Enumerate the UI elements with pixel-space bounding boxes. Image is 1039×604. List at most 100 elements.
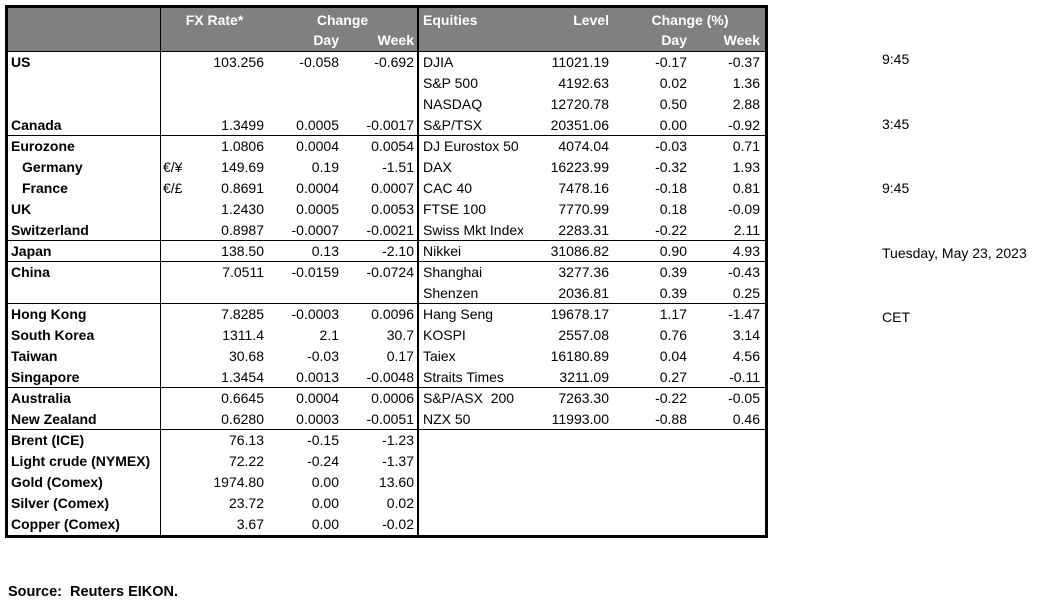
header-fx-rate: FX Rate* [185,12,244,28]
equity-level-value: 16223.99 [550,159,609,175]
fx-rate-value: 7.0511 [222,264,264,280]
fx-day-change-value [268,73,343,94]
equity-level-value: 19678.17 [550,306,609,322]
currency-pair-label [161,262,191,283]
fx-rate-value: 0.6645 [221,390,264,406]
region-label [8,283,161,303]
equity-level-value: 2557.08 [558,327,609,343]
fx-week-change-value: 0.0053 [343,199,419,220]
fx-day-change-value: -0.0003 [291,306,339,322]
equity-index-label: DJIA [423,54,454,70]
equity-level-value [523,430,615,451]
region-label: UK [8,199,161,220]
currency-pair-label [161,52,191,73]
fx-rate-value: 7.8285 [221,306,264,322]
currency-pair-label [161,73,191,94]
fx-rate-value: 1.0806 [221,138,264,154]
equity-level-value [523,493,615,514]
fx-day-change-value: 2.1 [319,327,339,343]
fx-day-change-value: 0.0004 [296,138,339,154]
table-body: US 103.256 -0.058 -0.692 DJIA 11021.19 -… [8,52,765,535]
fx-rate-value: 0.6280 [221,411,264,427]
equity-day-change-value [615,451,693,472]
fx-rate-value: 1974.80 [213,474,264,490]
equity-index-label: S&P/TSX [423,117,483,133]
equity-week-change-value: 0.71 [732,138,760,154]
fx-week-change-value: 0.0006 [343,388,419,409]
equity-index-label [419,451,523,472]
header-region-blank2 [8,31,161,51]
table-row: Singapore 1.3454 0.0013 -0.0048 Straits … [8,367,765,388]
equity-index-label: NASDAQ [423,96,483,112]
timezone-label: CET [882,309,910,325]
equity-week-change-value: 3.14 [732,327,760,343]
currency-pair-label: €/¥ [163,159,183,175]
equity-day-change-value: 0.90 [659,243,687,259]
fx-week-change-value: 0.0007 [343,178,419,199]
equity-day-change-value [615,472,693,493]
currency-pair-label: €/£ [163,180,183,196]
table-row: Copper (Comex) 3.67 0.00 -0.02 [8,514,765,535]
equity-index-label: Straits Times [423,369,504,385]
fx-week-change-value: 13.60 [343,472,419,493]
equity-day-change-value: -0.22 [655,222,687,238]
fx-day-change-value: -0.058 [299,54,339,70]
region-label: Copper (Comex) [8,514,161,535]
region-label: US [8,52,161,73]
table-row: France €/£ 0.8691 0.0004 0.0007 CAC 40 7… [8,178,765,199]
table-row: Australia 0.6645 0.0004 0.0006 S&P/ASX 2… [8,388,765,409]
table-row: Hong Kong 7.8285 -0.0003 0.0096 Hang Sen… [8,304,765,325]
equity-day-change-value: -0.18 [655,180,687,196]
fx-rate-value: 1.2430 [221,201,264,217]
fx-day-change-value: -0.0007 [291,222,339,238]
table-row: Light crude (NYMEX) 72.22 -0.24 -1.37 [8,451,765,472]
equity-week-change-value: -0.43 [728,264,760,280]
equity-day-change-value: -0.17 [655,54,687,70]
equity-day-change-value: -0.88 [655,411,687,427]
fx-week-change-value: -0.0724 [343,262,419,283]
equity-day-change-value: -0.22 [655,390,687,406]
equity-index-label [419,472,523,493]
currency-pair-label [161,409,191,429]
fx-day-change-value: 0.0005 [296,117,339,133]
fx-week-change-value: 0.17 [343,346,419,367]
equity-level-value: 2283.31 [558,222,609,238]
fx-week-change-value: -1.23 [343,430,419,451]
table-row: Shenzen 2036.81 0.39 0.25 [8,283,765,304]
timestamp-line-1: 9:45 [882,51,910,67]
equity-week-change-value: 0.46 [732,411,760,427]
equity-day-change-value: 0.39 [659,285,687,301]
equity-index-label: Shanghai [423,264,483,280]
currency-pair-label [161,199,191,220]
table-row: Silver (Comex) 23.72 0.00 0.02 [8,493,765,514]
fx-rate-value: 72.22 [228,453,264,469]
equity-week-change-value [693,430,765,451]
fx-week-change-value: -0.0051 [343,409,419,429]
header-region-blank [8,8,161,31]
equity-day-change-value: -0.32 [655,159,687,175]
equity-index-label: FTSE 100 [423,201,487,217]
equity-day-change-value: 1.17 [659,306,687,322]
header-equities: Equities [423,12,478,28]
equity-day-change-value [615,430,693,451]
fx-week-change-value [343,94,419,115]
fx-rate-value: 138.50 [221,243,264,259]
equity-index-label: CAC 40 [423,180,473,196]
region-label: France [8,178,161,199]
table-row: NASDAQ 12720.78 0.50 2.88 [8,94,765,115]
equity-week-change-value: 1.93 [732,159,760,175]
fx-week-change-value: -0.0021 [343,220,419,240]
fx-rate-value: 1.3499 [221,117,264,133]
currency-pair-label [161,241,191,261]
equity-day-change-value [615,514,693,535]
fx-rate-value: 0.8691 [221,180,264,196]
fx-day-change-value: 0.0004 [296,180,339,196]
equity-level-value: 20351.06 [550,117,609,133]
table-row: US 103.256 -0.058 -0.692 DJIA 11021.19 -… [8,52,765,73]
footnotes: Source: Reuters EIKON. * FX Rate for USD… [8,541,749,604]
region-label: Brent (ICE) [8,430,161,451]
fx-rate-value: 149.69 [221,159,264,175]
header-fx-day: Day [313,32,339,48]
region-label: Gold (Comex) [8,472,161,493]
equity-level-value: 7770.99 [558,201,609,217]
